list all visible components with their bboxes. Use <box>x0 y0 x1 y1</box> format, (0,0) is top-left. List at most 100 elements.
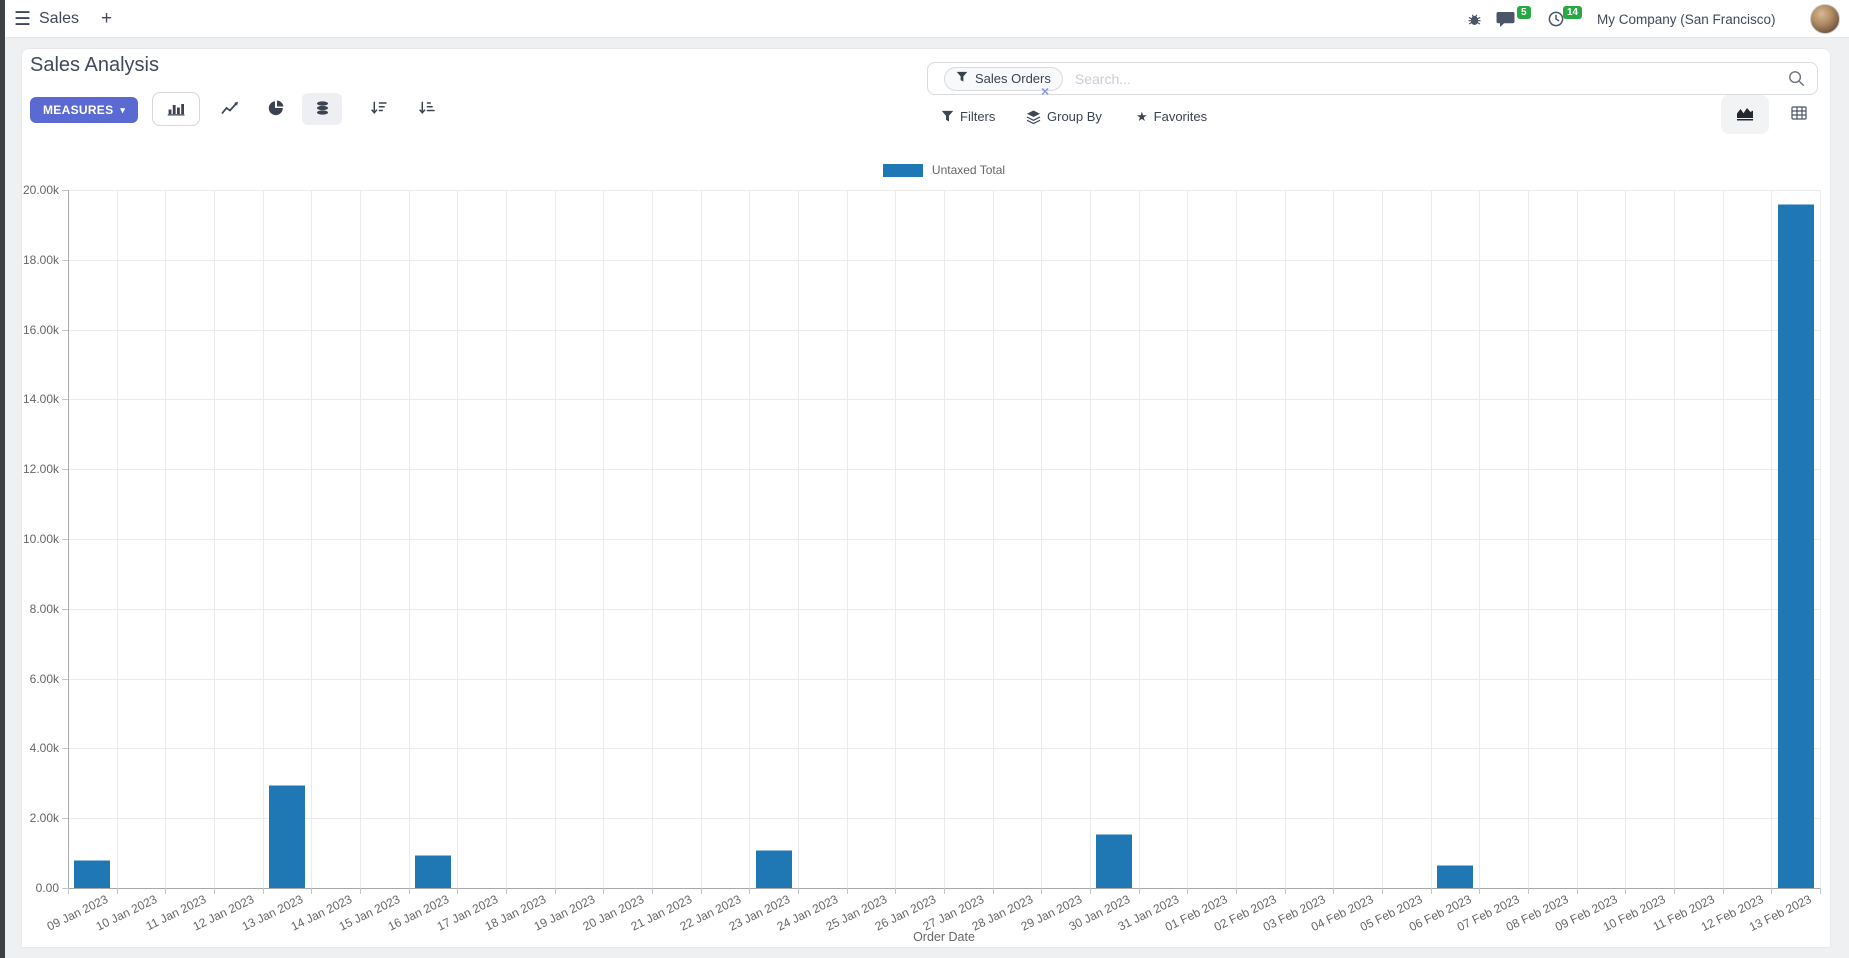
bar-09-jan-2023[interactable] <box>74 860 111 888</box>
x-axis-tick-mark <box>457 888 458 894</box>
chart-legend[interactable]: Untaxed Total <box>68 163 1820 177</box>
gridline-vertical <box>1625 190 1626 888</box>
x-axis-tick-mark <box>68 888 69 894</box>
x-axis-tick-mark <box>749 888 750 894</box>
user-avatar[interactable] <box>1810 4 1840 34</box>
gridline-vertical <box>1090 190 1091 888</box>
x-axis-tick-mark <box>555 888 556 894</box>
messages-icon[interactable] <box>1496 0 1515 38</box>
debug-bug-icon[interactable] <box>1467 0 1482 38</box>
y-axis-tick-mark <box>62 469 68 470</box>
x-axis-tick-mark <box>1479 888 1480 894</box>
gridline-vertical <box>1333 190 1334 888</box>
activities-clock-icon[interactable] <box>1548 0 1564 38</box>
bar-13-jan-2023[interactable] <box>269 785 305 888</box>
facet-remove-icon[interactable]: × <box>1041 83 1050 99</box>
x-axis-tick-mark <box>603 888 604 894</box>
gridline-vertical <box>1528 190 1529 888</box>
gridline-vertical <box>165 190 166 888</box>
bar-16-jan-2023[interactable] <box>415 854 451 888</box>
x-axis-tick-mark <box>360 888 361 894</box>
filter-funnel-icon <box>956 70 968 88</box>
gridline-vertical <box>555 190 556 888</box>
y-axis-tick-label: 10.00k <box>22 532 59 546</box>
search-bar[interactable]: Sales Orders <box>927 62 1818 95</box>
line-chart-view-button[interactable] <box>210 92 250 126</box>
content-card <box>21 48 1831 948</box>
gridline-vertical <box>68 190 69 888</box>
gridline-vertical <box>798 190 799 888</box>
y-axis-tick-label: 2.00k <box>29 811 59 825</box>
app-name[interactable]: Sales <box>39 10 80 27</box>
gridline-vertical <box>457 190 458 888</box>
gridline-vertical <box>1431 190 1432 888</box>
gridline-vertical <box>603 190 604 888</box>
x-axis-tick-mark <box>1625 888 1626 894</box>
y-axis-tick-label: 14.00k <box>22 392 59 406</box>
x-axis-tick-mark <box>1723 888 1724 894</box>
bar-chart-view-button[interactable] <box>152 92 200 126</box>
top-navbar: ☰ Sales + 5 14 My Company (San Francisco… <box>5 0 1849 38</box>
gridline-vertical <box>993 190 994 888</box>
messages-count-badge[interactable]: 5 <box>1517 6 1531 19</box>
star-icon: ★ <box>1136 109 1148 124</box>
y-axis-tick-label: 0.00 <box>35 881 59 895</box>
area-chart-icon <box>1736 106 1754 124</box>
x-axis-tick-mark <box>117 888 118 894</box>
filters-menu[interactable]: Filters <box>941 106 995 127</box>
y-axis-tick-mark <box>62 818 68 819</box>
bar-13-feb-2023[interactable] <box>1777 204 1814 888</box>
legend-swatch <box>882 163 923 177</box>
x-axis-tick-mark <box>1236 888 1237 894</box>
gridline-vertical <box>117 190 118 888</box>
company-switcher[interactable]: My Company (San Francisco) <box>1597 11 1776 27</box>
apps-menu-icon[interactable]: ☰ <box>14 8 32 30</box>
sort-ascending-button[interactable] <box>406 92 446 126</box>
x-axis-tick-mark <box>1674 888 1675 894</box>
gridline-vertical <box>749 190 750 888</box>
x-axis-tick-mark <box>1771 888 1772 894</box>
gridline-vertical <box>652 190 653 888</box>
x-axis-tick-mark <box>1139 888 1140 894</box>
x-axis-title: Order Date <box>913 930 975 944</box>
bar-06-feb-2023[interactable] <box>1437 865 1473 888</box>
y-axis-tick-label: 16.00k <box>22 323 59 337</box>
y-axis-tick-label: 12.00k <box>22 462 59 476</box>
pivot-view-button[interactable] <box>1775 95 1823 134</box>
sort-descending-icon <box>370 100 387 118</box>
x-axis-tick-mark <box>1577 888 1578 894</box>
x-axis-tick-mark <box>847 888 848 894</box>
filters-funnel-icon <box>941 110 954 123</box>
x-axis-tick-mark <box>652 888 653 894</box>
gridline-vertical <box>1187 190 1188 888</box>
gridline-vertical <box>1674 190 1675 888</box>
x-axis-tick-mark <box>506 888 507 894</box>
pie-chart-view-button[interactable] <box>256 92 296 126</box>
y-axis-tick-mark <box>62 609 68 610</box>
x-axis-tick-mark <box>263 888 264 894</box>
y-axis-tick-label: 18.00k <box>22 253 59 267</box>
gridline-vertical <box>895 190 896 888</box>
search-magnifier-icon[interactable] <box>1788 70 1805 87</box>
stacked-toggle-button[interactable] <box>302 93 342 125</box>
x-axis-tick-mark <box>311 888 312 894</box>
x-axis-tick-mark <box>214 888 215 894</box>
x-axis-tick-mark <box>944 888 945 894</box>
activities-count-badge[interactable]: 14 <box>1563 6 1583 19</box>
graph-view-button[interactable] <box>1721 95 1769 134</box>
search-facet-sales-orders[interactable]: Sales Orders <box>944 66 1063 91</box>
gridline-vertical <box>409 190 410 888</box>
x-axis-tick-mark <box>165 888 166 894</box>
sort-descending-button[interactable] <box>358 92 398 126</box>
facet-label: Sales Orders <box>975 71 1051 86</box>
new-tab-plus-icon[interactable]: + <box>101 8 113 29</box>
search-input[interactable] <box>1074 70 1788 87</box>
group-by-menu[interactable]: Group By <box>1026 106 1102 127</box>
gridline-vertical <box>1041 190 1042 888</box>
caret-down-icon: ▾ <box>120 104 126 115</box>
favorites-menu[interactable]: ★ Favorites <box>1136 106 1207 127</box>
y-axis-tick-mark <box>62 748 68 749</box>
bar-23-jan-2023[interactable] <box>755 849 792 888</box>
bar-30-jan-2023[interactable] <box>1096 833 1133 888</box>
measures-button[interactable]: MEASURES ▾ <box>30 97 139 123</box>
